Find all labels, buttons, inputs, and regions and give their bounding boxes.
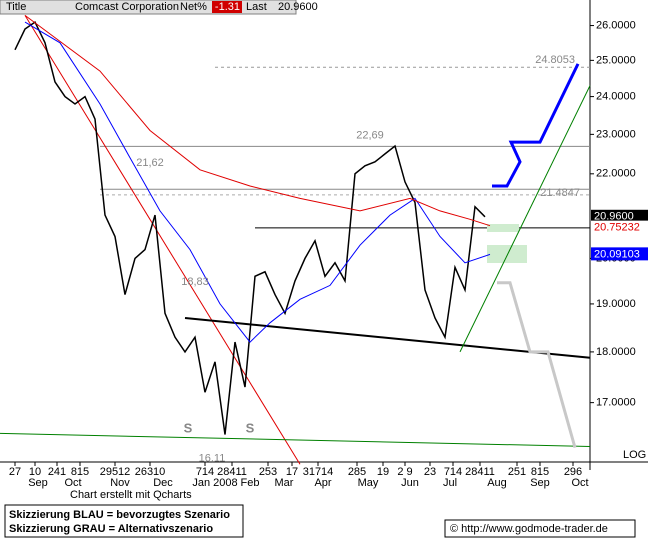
y-tick-label: 23.0000: [596, 128, 636, 140]
x-tick-label: 19: [377, 466, 389, 478]
header-net-label: Net%: [180, 1, 207, 13]
x-tick-label: 23: [424, 466, 436, 478]
net-box: [212, 1, 242, 13]
x-tick-label: 815: [71, 466, 89, 478]
legend-gray: Skizzierung GRAU = Alternativszenario: [9, 523, 213, 535]
month-label: May: [358, 477, 379, 489]
trendline: [24, 15, 301, 465]
credit: Chart erstellt mit Qcharts: [70, 489, 192, 501]
y-tick-label: 25.0000: [596, 54, 636, 66]
x-tick-label: 2 9: [397, 466, 412, 478]
annotation: 18,83: [181, 276, 209, 288]
source-box: [444, 519, 636, 538]
month-label: Oct: [571, 477, 588, 489]
x-tick-label: 714: [196, 466, 214, 478]
month-label: Mar: [275, 477, 294, 489]
legend-blue: Skizzierung BLAU = bevorzugtes Szenario: [9, 509, 230, 521]
trendline: [459, 85, 591, 353]
x-tick-label: 714: [444, 466, 462, 478]
series-line: [24, 21, 491, 343]
y-tick-label: 22.0000: [596, 168, 636, 180]
y-tick-label: 17.0000: [596, 397, 636, 409]
x-tick-label: 251: [508, 466, 526, 478]
price-box: [591, 247, 648, 261]
x-tick-label: 10: [29, 466, 41, 478]
month-label: Apr: [314, 477, 331, 489]
annotation: S: [184, 421, 193, 436]
trendline: [184, 317, 591, 359]
zone: [487, 224, 519, 232]
price-box: [591, 209, 648, 223]
x-tick-label: 27: [9, 466, 21, 478]
price-box-label: 20.9600: [594, 211, 634, 223]
annotation: 16,11: [199, 452, 226, 464]
x-tick-label: 29512: [100, 466, 131, 478]
month-label: Feb: [241, 477, 260, 489]
level-label: 21,62: [136, 157, 164, 169]
header-last-label: Last: [246, 1, 267, 13]
log-label: LOG: [623, 449, 646, 461]
month-label: Sep: [530, 477, 550, 489]
month-label: Nov: [110, 477, 130, 489]
annotation: S: [246, 421, 255, 436]
scenario-path: [492, 63, 580, 188]
month-label: Dec: [153, 477, 173, 489]
month-label: Jun: [401, 477, 419, 489]
y-tick-label: 26.0000: [596, 19, 636, 31]
price-box-label: 20.09103: [594, 248, 640, 260]
x-tick-label: 31714: [303, 466, 334, 478]
month-label: Jan 2008: [192, 477, 237, 489]
header-last-value: 20.9600: [278, 1, 318, 13]
source: © http://www.godmode-trader.de: [450, 523, 608, 535]
month-label: Sep: [28, 477, 48, 489]
level-label: 22,69: [356, 129, 384, 141]
level-label: 21.4847: [540, 187, 580, 199]
x-tick-label: 241: [48, 466, 66, 478]
header-net-value: -1.31: [215, 1, 240, 13]
month-label: Jul: [443, 477, 457, 489]
y-tick-label: 19.0000: [596, 298, 636, 310]
month-label: Aug: [487, 477, 507, 489]
legend-box: [4, 504, 244, 538]
header-name: Comcast Corporation: [75, 1, 179, 13]
header-title: Title: [6, 1, 26, 13]
scenario-path: [497, 281, 577, 449]
x-tick-label: 815: [531, 466, 549, 478]
series-line: [14, 20, 486, 435]
trendline: [0, 432, 591, 447]
x-tick-label: 253: [259, 466, 277, 478]
series-line: [24, 14, 491, 227]
level-label: 24.8053: [535, 54, 575, 66]
price-box-label: 20.75232: [594, 222, 640, 234]
x-tick-label: 17: [286, 466, 298, 478]
price-box: [591, 220, 648, 234]
x-tick-label: 26310: [135, 466, 166, 478]
y-tick-label: 18.0000: [596, 346, 636, 358]
x-tick-label: 296: [564, 466, 582, 478]
x-tick-label: 28411: [465, 466, 495, 478]
zone: [487, 245, 527, 263]
month-label: Oct: [64, 477, 81, 489]
x-tick-label: 285: [348, 466, 366, 478]
x-tick-label: 28411: [217, 466, 247, 478]
y-tick-label: 24.0000: [596, 90, 636, 102]
